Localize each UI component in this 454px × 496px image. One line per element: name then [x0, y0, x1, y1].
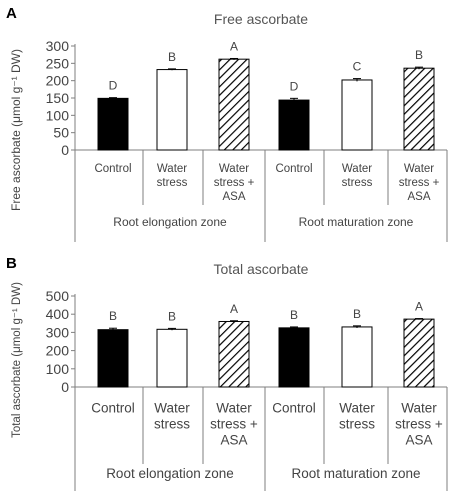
category-label-line: stress +	[399, 177, 440, 189]
category-label-line: Water	[342, 163, 372, 175]
bar	[218, 58, 250, 151]
bar	[218, 320, 250, 388]
significance-letter: B	[353, 307, 361, 321]
category-label-line: stress	[157, 177, 188, 189]
bar	[403, 318, 435, 388]
category-label-line: Control	[94, 163, 131, 175]
significance-letter: A	[230, 39, 238, 53]
category-label-line: Water	[216, 400, 252, 415]
category-label-line: ASA	[220, 432, 247, 447]
panel-label: A	[6, 5, 17, 22]
significance-letter: B	[168, 50, 176, 64]
significance-letter: D	[109, 79, 118, 93]
y-tick-label: 0	[61, 379, 69, 395]
bar	[403, 67, 435, 151]
y-tick-label: 300	[46, 38, 70, 54]
significance-letter: B	[168, 309, 176, 323]
category-label-line: ASA	[222, 191, 245, 203]
bar	[156, 328, 188, 388]
category-label-line: Control	[272, 400, 316, 415]
category-label-line: Control	[275, 163, 312, 175]
group-label: Root elongation zone	[113, 215, 227, 229]
category-label: Control	[91, 400, 135, 415]
y-axis-label: Free ascorbate (μmol g⁻¹ DW)	[9, 49, 23, 211]
category-label-line: stress	[339, 416, 375, 431]
category-label: Control	[275, 163, 312, 175]
chart-panel-b: B Total ascorbate Total ascorbate (μmol g⁻…	[0, 250, 454, 494]
category-label-line: Water	[219, 163, 249, 175]
bar	[97, 97, 129, 151]
significance-letter: B	[290, 308, 298, 322]
category-label-line: ASA	[407, 191, 430, 203]
category-label-line: stress +	[214, 177, 255, 189]
bar	[156, 69, 188, 151]
y-tick-label: 500	[46, 288, 70, 304]
bar	[278, 327, 310, 388]
y-tick-label: 50	[53, 125, 69, 141]
category-label: Water stress	[154, 400, 190, 431]
category-label: Water stress + ASA	[395, 400, 443, 447]
y-tick-label: 200	[46, 343, 70, 359]
significance-letter: B	[415, 48, 423, 62]
free-ascorbate-chart: A Free ascorbate Free ascorbate (μmol g⁻¹ …	[6, 5, 448, 242]
category-label-line: stress +	[395, 416, 443, 431]
category-label: Water stress + ASA	[399, 163, 440, 203]
chart-title: Total ascorbate	[214, 261, 309, 277]
category-label: Control	[94, 163, 131, 175]
y-tick-label: 0	[61, 142, 69, 158]
y-tick-label: 200	[46, 73, 70, 89]
total-ascorbate-chart: B Total ascorbate Total ascorbate (μmol g⁻…	[6, 255, 448, 494]
y-axis-label: Total ascorbate (μmol g⁻¹ DW)	[11, 282, 23, 438]
group-label: Root elongation zone	[106, 466, 234, 481]
category-label: Water stress	[339, 400, 375, 431]
category-label-line: ASA	[405, 432, 432, 447]
category-label: Water stress	[157, 163, 188, 189]
category-label-line: Water	[401, 400, 437, 415]
category-label-line: stress	[342, 177, 373, 189]
category-label: Water stress + ASA	[210, 400, 258, 447]
category-label-line: Water	[339, 400, 375, 415]
y-tick-label: 100	[46, 107, 70, 123]
chart-panel-a: A Free ascorbate Free ascorbate (μmol g⁻¹ …	[0, 0, 454, 245]
y-tick-label: 300	[46, 324, 70, 340]
category-label: Water stress + ASA	[214, 163, 255, 203]
category-label-line: Water	[157, 163, 187, 175]
category-label: Water stress	[342, 163, 373, 189]
y-tick-label: 250	[46, 55, 70, 71]
bar	[341, 326, 373, 388]
category-label-line: Water	[404, 163, 434, 175]
group-label: Root maturation zone	[291, 466, 420, 481]
panel-label: B	[6, 255, 17, 272]
bar	[341, 79, 373, 151]
chart-title: Free ascorbate	[214, 11, 308, 27]
category-label-line: Water	[154, 400, 190, 415]
significance-letter: B	[109, 309, 117, 323]
bar	[278, 99, 310, 151]
category-label-line: stress +	[210, 416, 258, 431]
category-label-line: stress	[154, 416, 190, 431]
significance-letter: A	[415, 300, 423, 314]
bar	[97, 329, 129, 388]
category-label-line: Control	[91, 400, 135, 415]
significance-letter: A	[230, 302, 238, 316]
significance-letter: D	[290, 79, 299, 93]
significance-letter: C	[353, 60, 362, 74]
y-tick-label: 100	[46, 361, 70, 377]
group-label: Root maturation zone	[299, 215, 414, 229]
y-tick-label: 400	[46, 306, 70, 322]
category-label: Control	[272, 400, 316, 415]
y-tick-label: 150	[46, 90, 70, 106]
